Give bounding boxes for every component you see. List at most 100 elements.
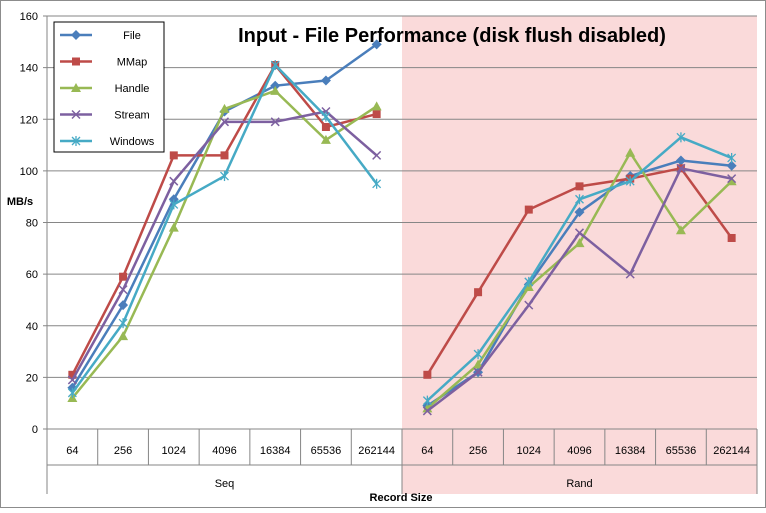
x-tick-label: 65536 (666, 445, 697, 457)
y-tick-label: 160 (20, 11, 38, 23)
x-tick-label: 262144 (358, 445, 395, 457)
data-point-stream-stroke (422, 406, 432, 416)
data-point-windows (321, 111, 331, 122)
data-point-file (574, 207, 585, 218)
data-point-stream (118, 285, 128, 295)
legend: File MMap Handle Stream Windows (53, 21, 165, 153)
data-point-windows (575, 194, 584, 205)
data-point-handle (270, 85, 281, 95)
data-point-stream (473, 367, 483, 377)
data-point-mmap (474, 288, 483, 297)
data-point-handle (726, 176, 737, 186)
data-point-handle (168, 222, 179, 232)
y-tick-label: 60 (26, 269, 38, 281)
data-point-mmap (68, 370, 77, 379)
chart-title: Input - File Performance (disk flush dis… (238, 25, 666, 47)
series-stream (67, 106, 737, 416)
data-point-stream-stroke (219, 117, 230, 127)
x-tick-label: 64 (66, 445, 78, 457)
legend-label: Windows (110, 136, 155, 148)
data-point-mmap (119, 272, 128, 281)
data-point-handle (219, 103, 230, 113)
data-point-stream (372, 150, 382, 160)
data-point-mmap (321, 122, 330, 131)
data-point-stream-stroke (270, 117, 280, 127)
data-point-handle (320, 134, 331, 144)
legend-swatch-marker (72, 57, 80, 66)
series-layer (67, 39, 737, 416)
data-point-file (320, 75, 331, 86)
data-point-stream-stroke (169, 176, 179, 186)
y-tick-label: 140 (20, 63, 38, 75)
data-point-handle (118, 331, 129, 341)
x-tick-label: 4096 (212, 445, 236, 457)
data-point-file (371, 39, 382, 50)
data-point-stream (169, 176, 179, 186)
legend-label: Stream (114, 110, 149, 122)
legend-entry-stream: Stream (60, 110, 150, 122)
axes (43, 15, 758, 494)
data-point-stream (67, 375, 77, 385)
plot-background (402, 16, 757, 494)
x-axis-label: Record Size (370, 492, 433, 504)
y-tick-label: 80 (26, 218, 38, 230)
legend-label: Handle (115, 83, 150, 95)
x-tick-label: 1024 (517, 445, 541, 457)
legend-swatch-marker (71, 83, 81, 92)
x-tick-label: 16384 (260, 445, 291, 457)
legend-label: File (123, 30, 141, 42)
data-point-stream-stroke (727, 174, 737, 184)
data-point-windows (372, 178, 382, 189)
x-tick-label: 16384 (615, 445, 646, 457)
data-point-windows (524, 276, 534, 287)
x-tick-label: 4096 (567, 445, 591, 457)
group-label-rand: Rand (566, 478, 592, 490)
legend-entry-windows: Windows (60, 136, 155, 148)
legend-swatch-marker (71, 30, 81, 40)
data-point-stream (676, 163, 686, 173)
data-point-file (270, 80, 281, 91)
x-tick-label: 64 (421, 445, 433, 457)
x-tick-label: 65536 (311, 445, 342, 457)
data-point-windows (270, 60, 280, 71)
legend-entry-mmap: MMap (60, 57, 147, 69)
data-point-file (726, 160, 737, 171)
x-tick-label: 262144 (713, 445, 750, 457)
data-point-stream (422, 406, 432, 416)
data-point-stream-stroke (372, 150, 382, 160)
data-point-file (118, 300, 129, 311)
data-point-handle (473, 359, 484, 369)
data-point-mmap (169, 151, 178, 160)
legend-entry-file: File (60, 30, 141, 42)
data-point-handle (574, 238, 585, 248)
data-point-mmap (575, 182, 584, 191)
data-point-windows (169, 199, 179, 210)
series-windows (67, 60, 737, 406)
data-point-stream-stroke (473, 367, 483, 377)
data-point-windows (220, 171, 229, 182)
legend-entry-handle: Handle (60, 83, 149, 95)
data-point-windows (422, 395, 432, 406)
x-tick-label: 256 (114, 445, 132, 457)
data-point-mmap (220, 151, 229, 160)
y-tick-label: 120 (20, 114, 38, 126)
tick-labels: 0 20 40 60 80 100 120 140 160 64 256 1024 4096 16384 6… (20, 11, 750, 490)
data-point-handle (675, 225, 686, 235)
legend-swatch-marker (71, 109, 81, 120)
data-point-mmap (372, 110, 381, 119)
data-point-stream (574, 228, 585, 238)
gridlines (47, 15, 757, 378)
data-point-stream (625, 269, 635, 279)
data-point-stream (727, 174, 737, 184)
data-point-stream-stroke (67, 375, 77, 385)
group-label-seq: Seq (215, 478, 235, 490)
legend-swatch-marker (71, 136, 81, 146)
y-tick-label: 0 (32, 424, 38, 436)
legend-label: MMap (117, 57, 148, 69)
y-tick-label: 20 (26, 372, 38, 384)
data-point-windows (727, 152, 737, 163)
data-point-windows (625, 176, 635, 187)
group-highlight-rand (402, 16, 757, 494)
data-point-stream-stroke (118, 285, 128, 295)
